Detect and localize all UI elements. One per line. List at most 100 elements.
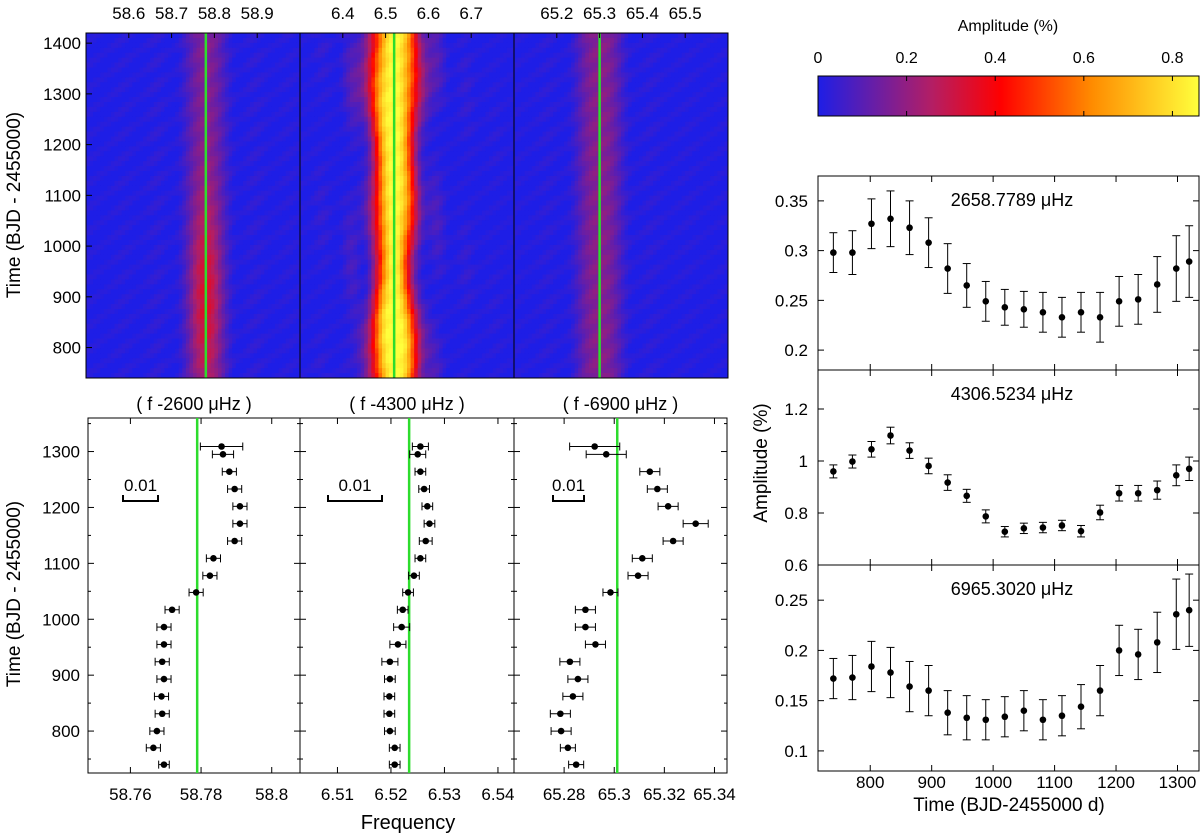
heat-cell — [250, 171, 255, 177]
heat-cell — [171, 323, 176, 330]
heat-cell — [200, 42, 205, 49]
heat-cell — [128, 353, 133, 359]
heat-cell — [100, 171, 105, 177]
heat-cell — [185, 363, 190, 369]
heat-cell — [275, 131, 279, 137]
heat-cell — [292, 309, 297, 315]
heat-cell — [143, 171, 148, 177]
heat-cell — [143, 37, 148, 44]
heat-cell — [160, 333, 165, 339]
heat-cell — [246, 240, 251, 246]
heat-cell — [189, 259, 194, 266]
heat-cell — [146, 299, 151, 305]
heat-cell — [193, 210, 197, 216]
heat-cell — [496, 52, 501, 59]
heat-cell — [228, 313, 233, 320]
heat-cell — [367, 62, 372, 68]
heat-cell — [196, 190, 201, 197]
heat-cell — [210, 166, 215, 172]
heat-cell — [232, 92, 237, 98]
heat-cell — [374, 37, 379, 44]
heat-cell — [150, 353, 155, 359]
heat-cell — [121, 52, 126, 59]
heat-cell — [271, 264, 276, 270]
heat-cell — [178, 92, 183, 98]
heat-cell — [118, 343, 123, 349]
heat-cell — [428, 33, 433, 39]
heat-cell — [114, 156, 119, 162]
heat-cell — [178, 363, 183, 369]
heat-cell — [410, 37, 415, 44]
heat-cell — [100, 284, 105, 290]
heat-cell — [250, 235, 255, 241]
heat-cell — [239, 72, 244, 78]
heat-cell — [200, 343, 205, 349]
heat-cell — [300, 37, 304, 44]
heat-cell — [207, 33, 212, 39]
heat-cell — [210, 156, 215, 162]
heat-cell — [171, 358, 176, 364]
heat-cell — [143, 313, 148, 320]
heat-cell — [128, 333, 133, 339]
heat-cell — [424, 37, 429, 44]
heat-cell — [135, 358, 140, 364]
heat-cell — [257, 210, 262, 216]
heat-cell — [232, 180, 237, 187]
heat-cell — [182, 190, 187, 197]
heat-cell — [143, 166, 148, 172]
heat-cell — [100, 180, 105, 187]
heat-cell — [196, 126, 201, 132]
heat-cell — [207, 235, 212, 241]
heat-cell — [121, 235, 126, 241]
heat-cell — [310, 37, 315, 44]
heat-cell — [506, 62, 511, 68]
heat-cell — [235, 62, 240, 68]
heat-cell — [125, 269, 130, 275]
heat-cell — [217, 328, 222, 335]
heat-cell — [242, 67, 247, 73]
heat-cell — [189, 102, 194, 108]
heat-cell — [196, 146, 201, 152]
heat-cell — [267, 309, 272, 315]
heat-cell — [310, 62, 315, 68]
heat-cell — [118, 126, 123, 132]
heat-cell — [153, 141, 158, 147]
heat-cell — [153, 328, 158, 335]
heat-cell — [196, 254, 201, 261]
heat-cell — [86, 131, 90, 137]
heat-cell — [86, 343, 90, 349]
heat-cell — [217, 284, 222, 290]
heat-cell — [143, 102, 148, 108]
heat-cell — [403, 33, 408, 39]
heat-cell — [150, 205, 155, 211]
heat-cell — [189, 323, 194, 330]
heat-cell — [264, 259, 269, 266]
heat-cell — [139, 304, 144, 310]
heat-cell — [417, 62, 422, 68]
heat-cell — [374, 87, 379, 93]
heat-cell — [189, 131, 194, 137]
heat-cell — [271, 190, 276, 197]
heat-cell — [346, 97, 351, 103]
heat-cell — [217, 244, 222, 251]
heat-cell — [289, 309, 294, 315]
heat-cell — [96, 373, 101, 378]
heat-cell — [239, 57, 244, 63]
heat-cell — [289, 141, 294, 147]
heat-cell — [342, 77, 347, 83]
heat-cell — [285, 240, 290, 246]
heat-cell — [171, 126, 176, 132]
heat-cell — [239, 195, 244, 201]
heat-cell — [485, 77, 490, 83]
heat-cell — [107, 102, 112, 108]
heat-cell — [128, 146, 133, 152]
heat-cell — [217, 116, 222, 123]
heat-cell — [200, 156, 205, 162]
heat-cell — [200, 235, 205, 241]
heat-cell — [232, 205, 237, 211]
heat-cell — [246, 42, 251, 49]
heat-cell — [200, 220, 205, 226]
heat-cell — [242, 185, 247, 192]
heat-cell — [139, 220, 144, 226]
heat-cell — [221, 254, 226, 261]
